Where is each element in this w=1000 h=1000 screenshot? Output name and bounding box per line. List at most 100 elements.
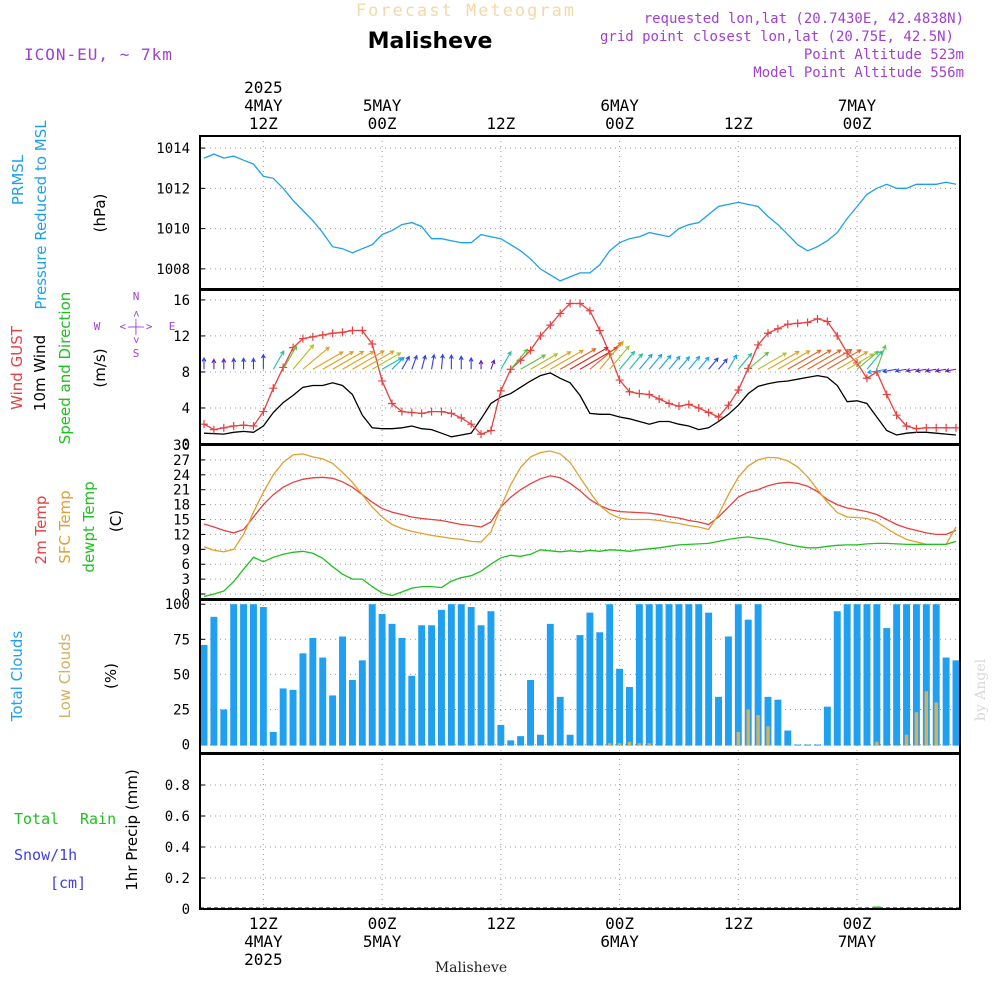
model-label: ICON-EU, ~ 7km: [24, 45, 173, 64]
wind-direction-arrow: [251, 357, 256, 370]
credit-watermark: by Angel: [973, 658, 989, 721]
wind-direction-arrow: [876, 344, 887, 370]
pressure-label-2: Pressure Reduced to MSL: [32, 120, 50, 310]
total-cloud-bar: [685, 604, 693, 746]
gust-marker: [368, 340, 377, 349]
total-cloud-bar: [893, 604, 901, 746]
gust-marker: [952, 423, 960, 432]
y-tick-label: 9: [182, 542, 190, 558]
gust-marker: [397, 407, 406, 416]
wind-direction-arrow: [757, 352, 788, 370]
gust-marker: [427, 407, 436, 416]
total-cloud-bar: [230, 604, 238, 746]
wind-direction-arrow: [678, 356, 691, 370]
gust-marker: [645, 390, 654, 399]
wind-direction-arrow: [282, 345, 297, 370]
wind-unit: (m/s): [91, 348, 109, 387]
total-cloud-bar: [744, 619, 752, 746]
gust-marker: [447, 409, 456, 418]
total-cloud-bar: [368, 604, 376, 746]
gust-marker: [892, 411, 901, 420]
y-tick-label: 15: [173, 513, 190, 529]
gust-marker: [665, 399, 674, 408]
total-cloud-bar: [477, 625, 485, 746]
gust-marker: [378, 376, 387, 385]
low-cloud-bar: [756, 715, 760, 746]
wind-direction-label: Speed and Direction: [56, 292, 74, 445]
rain-bar: [872, 906, 881, 909]
y-tick-label: 30: [173, 438, 190, 454]
low-cloud-bar: [607, 743, 612, 746]
panel-background: [200, 445, 960, 599]
wind-direction-arrow: [411, 354, 418, 370]
wind-direction-arrow: [559, 348, 597, 370]
total-cloud-bar: [457, 604, 465, 746]
wind-panel: 0 4 8 12 16: [173, 289, 961, 453]
y-tick-label: 0.4: [165, 840, 190, 856]
gust-marker: [922, 423, 931, 432]
gust-marker: [754, 340, 763, 349]
model-altitude: Model Point Altitude 556m: [753, 65, 964, 81]
location-title: Malisheve: [368, 29, 493, 54]
gust-marker: [249, 421, 258, 430]
y-tick-label: 75: [173, 632, 190, 648]
gust-marker: [803, 318, 812, 327]
wind-direction-arrow: [944, 368, 957, 373]
total-cloud-bar: [566, 734, 574, 746]
bottom-time-label: 6MAY: [600, 932, 639, 951]
total-cloud-bar: [764, 696, 772, 746]
gust-marker: [298, 334, 307, 343]
precip-rain-label: Rain: [80, 810, 116, 828]
wind-direction-arrow: [619, 350, 636, 370]
low-cloud-bar: [934, 702, 938, 746]
y-tick-label: 25: [173, 702, 190, 718]
wind-direction-arrow: [260, 353, 266, 370]
total-cloud-bar: [754, 604, 762, 746]
wind-direction-arrow: [866, 350, 883, 370]
wind-direction-arrow: [658, 354, 672, 370]
temp-unit: (C): [107, 510, 125, 532]
requested-coords: requested lon,lat (20.7430E, 42.4838N): [644, 11, 964, 27]
gust-marker: [862, 374, 871, 383]
top-time-label: 5MAY: [363, 96, 402, 115]
pressure-label-1: PRMSL: [9, 154, 27, 205]
gust-marker: [773, 324, 782, 333]
temp-dewpt-line: [203, 536, 957, 598]
clouds-panel: 0 25 50 75 100: [165, 597, 961, 754]
y-tick-label: 16: [173, 293, 190, 309]
compass-vertical-arrow: <-|->: [130, 310, 143, 343]
total-cloud-bar: [665, 604, 673, 746]
gust-marker: [358, 326, 367, 335]
panel-border: [199, 753, 961, 910]
gust-marker: [328, 329, 337, 338]
precip-panel: 0 0.2 0.4 0.6 0.8: [165, 753, 961, 918]
gust-marker: [556, 309, 565, 318]
panel-background: [200, 136, 960, 289]
wind-speed-line: [203, 372, 957, 438]
gust-marker: [932, 423, 941, 432]
wind-direction-arrow: [668, 355, 681, 370]
wind-direction-arrow: [431, 353, 436, 370]
total-cloud-bar: [794, 744, 802, 746]
gust-marker: [338, 328, 347, 337]
wind-direction-arrow: [401, 355, 410, 370]
total-cloud-bar: [814, 744, 821, 746]
y-tick-label: 0: [182, 587, 190, 603]
wind-direction-arrow: [342, 350, 375, 370]
top-time-label: 00Z: [368, 114, 397, 133]
total-cloud-bar: [250, 604, 257, 746]
low-cloud-bar: [766, 726, 770, 746]
wind-direction-arrow: [302, 346, 330, 370]
bottom-time-label: 4MAY: [244, 932, 283, 951]
low-cloud-bar: [736, 731, 741, 746]
total-cloud-bar: [853, 604, 861, 746]
pressure-unit: (hPa): [91, 194, 109, 233]
wind-direction-arrow: [915, 368, 927, 373]
wind-direction-arrow: [490, 359, 496, 370]
y-tick-label: 4: [182, 401, 190, 417]
y-tick-label: 100: [165, 597, 190, 613]
wind-direction-arrow: [866, 368, 887, 375]
y-tick-label: 1014: [156, 141, 190, 157]
total-cloud-bar: [269, 731, 277, 746]
